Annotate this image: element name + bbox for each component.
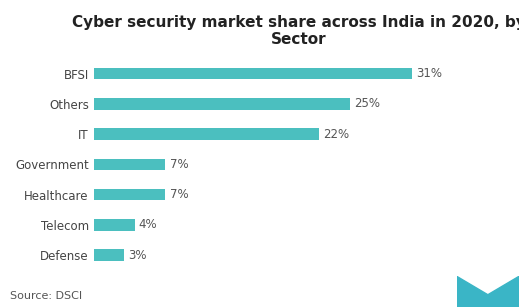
Bar xyxy=(93,128,319,140)
Text: 7%: 7% xyxy=(170,188,188,201)
Text: 3%: 3% xyxy=(129,249,147,262)
Text: 25%: 25% xyxy=(354,97,380,111)
Text: Source: DSCI: Source: DSCI xyxy=(10,291,83,301)
Polygon shape xyxy=(457,276,519,307)
Text: 22%: 22% xyxy=(323,128,350,141)
Title: Cyber security market share across India in 2020, by
Sector: Cyber security market share across India… xyxy=(72,15,519,47)
Bar xyxy=(93,219,134,231)
Text: 31%: 31% xyxy=(416,67,442,80)
Bar xyxy=(93,159,166,170)
Bar xyxy=(93,68,412,80)
Text: 4%: 4% xyxy=(139,218,157,231)
Bar xyxy=(93,98,350,110)
Bar xyxy=(93,189,166,200)
Bar xyxy=(93,249,125,261)
Text: 7%: 7% xyxy=(170,158,188,171)
